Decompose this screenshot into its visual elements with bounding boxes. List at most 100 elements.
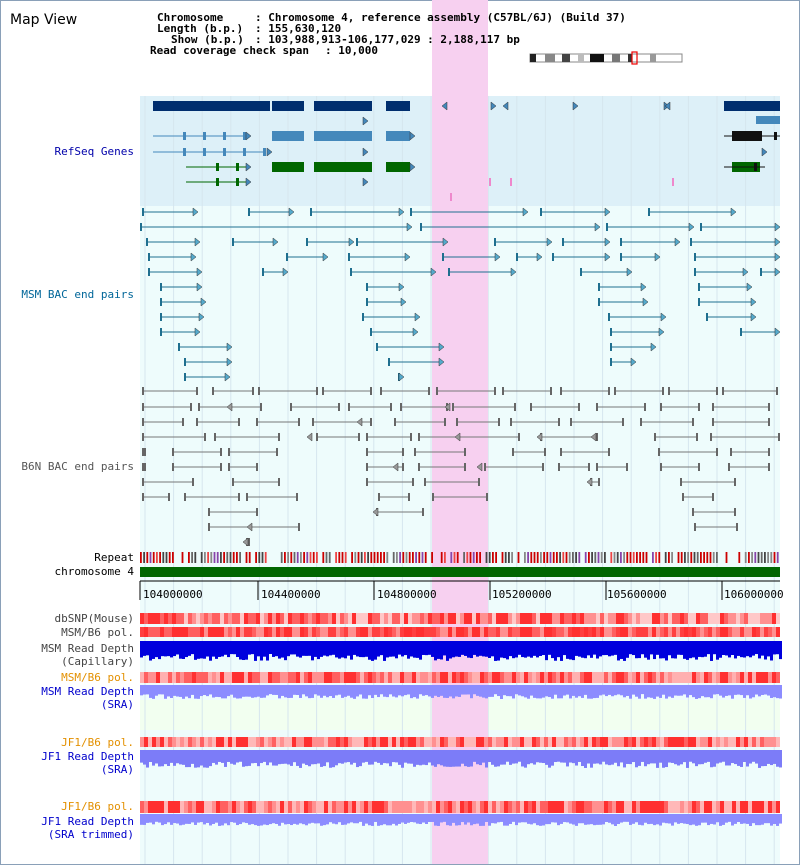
read-depth-bar <box>245 750 248 767</box>
repeat-element <box>194 552 197 563</box>
read-depth-bar <box>671 750 674 763</box>
track-label-jf1-b6-pol-1[interactable]: JF1/B6 pol. <box>61 736 134 749</box>
track-label-msm-b6-pol-1[interactable]: MSM/B6 pol. <box>61 626 134 639</box>
read-depth-bar <box>704 641 707 657</box>
polymorphism-density-cell <box>316 737 320 747</box>
read-depth-bar <box>230 641 233 655</box>
polymorphism-density-cell <box>756 801 760 813</box>
polymorphism-density-cell <box>240 627 244 637</box>
polymorphism-density-cell <box>616 801 620 813</box>
b6n-bac-end <box>728 463 730 471</box>
read-depth-bar <box>233 641 236 655</box>
repeat-element <box>469 552 472 563</box>
repeat-element <box>485 552 488 563</box>
msm-bac-end-arrow <box>322 252 329 262</box>
read-depth-bar <box>527 750 530 765</box>
read-depth-bar <box>647 814 650 825</box>
read-depth-bar <box>473 685 476 695</box>
read-depth-bar <box>470 641 473 659</box>
polymorphism-density-cell <box>208 737 212 747</box>
track-label-repeat[interactable]: Repeat <box>94 551 134 564</box>
repeat-element <box>258 552 261 563</box>
read-depth-bar <box>167 685 170 697</box>
polymorphism-density-cell <box>572 613 576 624</box>
read-depth-bar <box>488 750 491 763</box>
polymorphism-density-cell <box>280 737 284 747</box>
polymorphism-density-cell <box>592 613 596 624</box>
polymorphism-density-cell <box>772 613 776 624</box>
msm-bac-end-arrow <box>774 222 781 232</box>
polymorphism-density-cell <box>220 801 224 813</box>
track-label-jf1-depth-trim-1[interactable]: JF1 Read Depth <box>41 815 134 828</box>
polymorphism-density-cell <box>536 627 540 637</box>
read-depth-bar <box>359 685 362 695</box>
track-label-msm-depth-sra-1[interactable]: MSM Read Depth <box>41 685 134 698</box>
read-depth-bar <box>404 641 407 656</box>
read-depth-bar <box>449 814 452 826</box>
read-depth-bar <box>383 641 386 661</box>
polymorphism-density-cell <box>188 801 192 813</box>
polymorphism-density-cell <box>672 737 676 747</box>
repeat-element <box>591 552 593 563</box>
read-depth-bar <box>278 750 281 765</box>
b6n-bac-end <box>144 448 146 456</box>
polymorphism-density-cell <box>196 672 200 683</box>
repeat-element <box>578 552 581 563</box>
repeat-element <box>536 552 539 563</box>
b6n-bac-end <box>736 523 738 531</box>
repeat-element <box>527 552 529 563</box>
repeat-element <box>549 552 552 563</box>
b6n-bac-end <box>570 418 572 426</box>
track-label-jf1-b6-pol-2[interactable]: JF1/B6 pol. <box>61 800 134 813</box>
read-depth-bar <box>392 814 395 824</box>
track-label-refseq[interactable]: RefSeq Genes <box>54 145 134 158</box>
read-depth-bar <box>677 750 680 766</box>
track-label-msm-depth-cap-1[interactable]: MSM Read Depth <box>41 642 134 655</box>
read-depth-bar <box>230 685 233 695</box>
read-depth-bar <box>413 750 416 767</box>
read-depth-bar <box>638 641 641 659</box>
polymorphism-density-cell <box>668 627 672 637</box>
track-label-msm-bac[interactable]: MSM BAC end pairs <box>21 288 134 301</box>
read-depth-bar <box>716 750 719 764</box>
read-depth-bar <box>767 685 770 696</box>
page-title: Map View <box>10 12 78 28</box>
polymorphism-density-cell <box>440 613 444 624</box>
read-depth-bar <box>557 814 560 826</box>
track-label-dbsnp[interactable]: dbSNP(Mouse) <box>54 612 134 625</box>
polymorphism-density-cell <box>516 672 520 683</box>
polymorphism-density-cell <box>472 737 476 747</box>
repeat-element <box>738 552 741 563</box>
repeat-element <box>613 552 616 563</box>
ideogram-band <box>590 54 604 62</box>
b6n-bac-end <box>418 463 420 471</box>
polymorphism-density-cell <box>324 672 328 683</box>
read-depth-bar <box>284 685 287 698</box>
read-depth-bar <box>539 814 542 826</box>
track-label-msm-b6-pol-2[interactable]: MSM/B6 pol. <box>61 671 134 684</box>
read-depth-bar <box>320 750 323 767</box>
b6n-bac-end <box>142 448 144 456</box>
polymorphism-density-cell <box>744 672 748 683</box>
repeat-element <box>239 552 241 563</box>
polymorphism-density-cell <box>412 613 416 624</box>
ideogram-band <box>545 54 555 62</box>
polymorphism-density-cell <box>348 737 352 747</box>
read-depth-bar <box>725 814 728 823</box>
track-label-jf1-depth-sra-1[interactable]: JF1 Read Depth <box>41 750 134 763</box>
polymorphism-density-cell <box>628 801 632 813</box>
ideogram-band <box>628 54 632 62</box>
polymorphism-density-cell <box>144 737 148 747</box>
read-depth-bar <box>617 685 620 695</box>
repeat-element <box>264 552 267 563</box>
polymorphism-density-cell <box>728 672 732 683</box>
read-depth-bar <box>707 750 710 762</box>
read-depth-bar <box>467 685 470 695</box>
read-depth-bar <box>548 814 551 825</box>
track-label-b6n-bac[interactable]: B6N BAC end pairs <box>21 460 134 473</box>
read-depth-bar <box>470 685 473 699</box>
msm-bac-end-arrow <box>190 252 197 262</box>
read-depth-bar <box>566 685 569 695</box>
read-depth-bar <box>773 685 776 698</box>
